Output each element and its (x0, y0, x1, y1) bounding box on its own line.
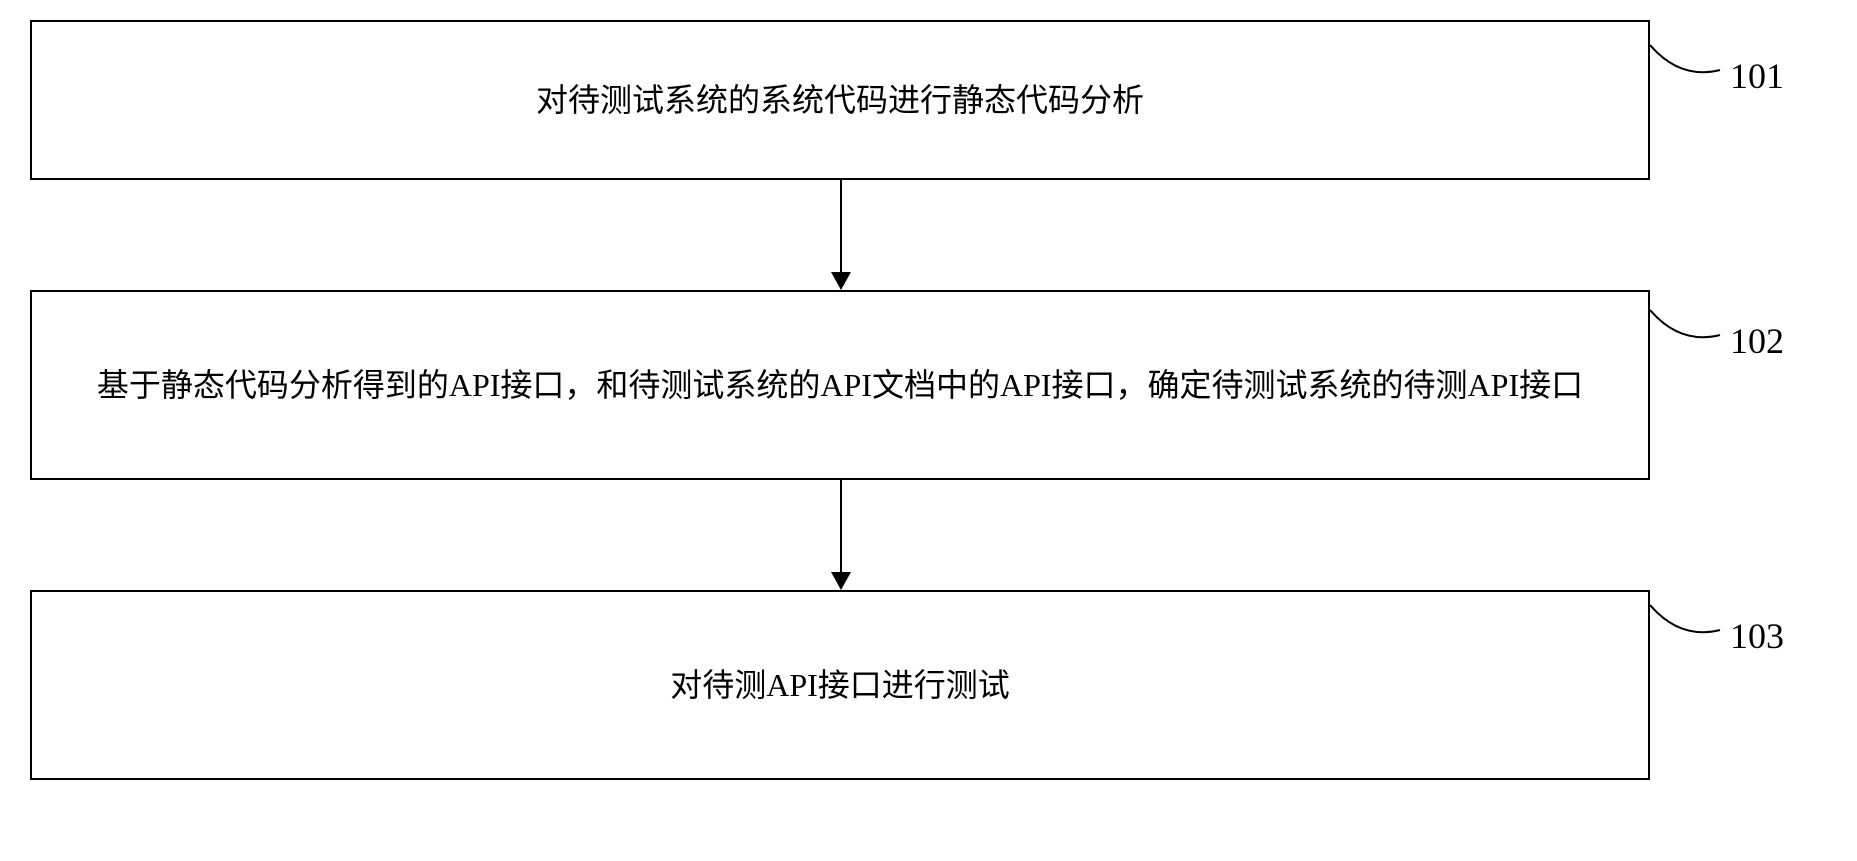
step-text-2: 基于静态代码分析得到的API接口，和待测试系统的API文档中的API接口，确定待… (97, 361, 1583, 409)
step-text-1: 对待测试系统的系统代码进行静态代码分析 (536, 76, 1144, 124)
arrow-line-2 (840, 480, 842, 572)
flowchart-container: 对待测试系统的系统代码进行静态代码分析 101 基于静态代码分析得到的API接口… (0, 0, 1857, 861)
step-box-1: 对待测试系统的系统代码进行静态代码分析 (30, 20, 1650, 180)
step-text-3: 对待测API接口进行测试 (670, 661, 1010, 709)
arrow-head-1 (831, 272, 851, 290)
step-label-1: 101 (1730, 55, 1784, 97)
connector-2 (1650, 300, 1730, 350)
arrow-line-1 (840, 180, 842, 272)
connector-3 (1650, 595, 1730, 645)
step-label-3: 103 (1730, 615, 1784, 657)
step-box-3: 对待测API接口进行测试 (30, 590, 1650, 780)
connector-1 (1650, 35, 1730, 85)
step-box-2: 基于静态代码分析得到的API接口，和待测试系统的API文档中的API接口，确定待… (30, 290, 1650, 480)
step-label-2: 102 (1730, 320, 1784, 362)
arrow-head-2 (831, 572, 851, 590)
